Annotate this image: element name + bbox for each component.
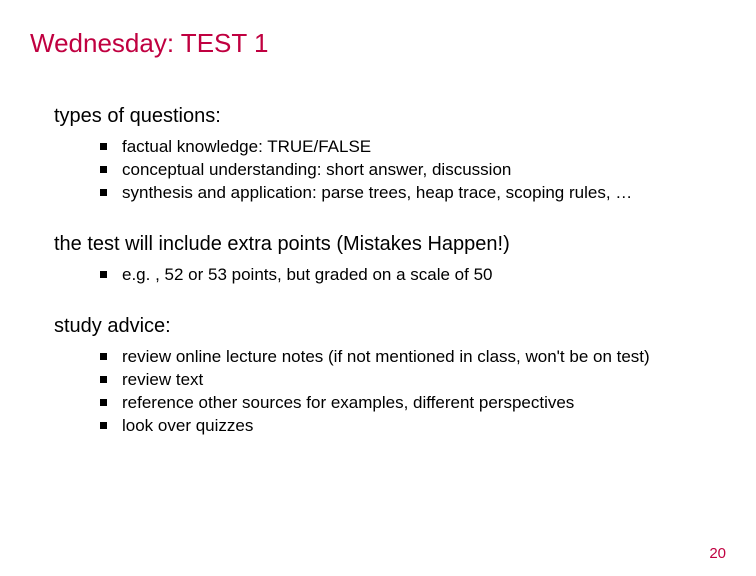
list-item: conceptual understanding: short answer, … — [100, 159, 726, 182]
list-item: look over quizzes — [100, 415, 726, 438]
section-heading: study advice: — [54, 315, 726, 338]
section-heading: types of questions: — [54, 105, 726, 128]
list-item: review text — [100, 369, 726, 392]
bullet-list: review online lecture notes (if not ment… — [100, 346, 726, 438]
slide-title: Wednesday: TEST 1 — [30, 28, 726, 59]
list-item: factual knowledge: TRUE/FALSE — [100, 136, 726, 159]
bullet-list: e.g. , 52 or 53 points, but graded on a … — [100, 264, 726, 287]
bullet-list: factual knowledge: TRUE/FALSE conceptual… — [100, 136, 726, 205]
list-item: e.g. , 52 or 53 points, but graded on a … — [100, 264, 726, 287]
list-item: review online lecture notes (if not ment… — [100, 346, 726, 369]
section-types-of-questions: types of questions: factual knowledge: T… — [30, 105, 726, 205]
section-extra-points: the test will include extra points (Mist… — [30, 233, 726, 287]
list-item: synthesis and application: parse trees, … — [100, 182, 726, 205]
list-item: reference other sources for examples, di… — [100, 392, 726, 415]
page-number: 20 — [709, 545, 726, 562]
section-heading: the test will include extra points (Mist… — [54, 233, 726, 256]
section-study-advice: study advice: review online lecture note… — [30, 315, 726, 438]
